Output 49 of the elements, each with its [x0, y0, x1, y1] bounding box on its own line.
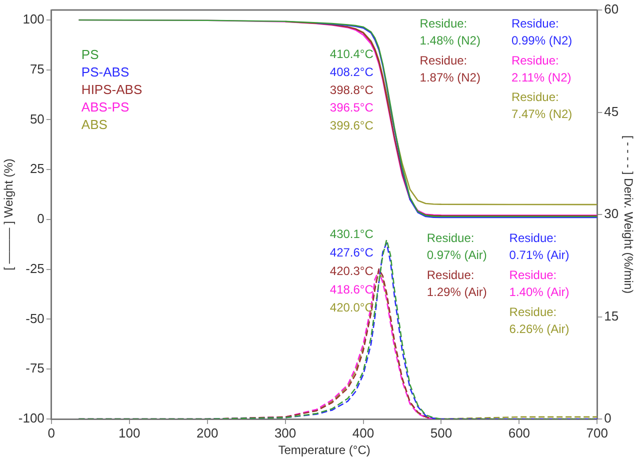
annotation: 418.6°C: [330, 282, 374, 296]
text: ABS: [81, 116, 108, 132]
annotation: 396.5°C: [330, 100, 374, 115]
y-tick-label: -25: [26, 260, 44, 276]
y2-tick-label: 15: [604, 308, 619, 324]
y-tick-label: 75: [30, 61, 44, 76]
x-tick-label: 400: [352, 425, 374, 440]
y-tick-label: -50: [26, 310, 44, 326]
x-axis-title: Temperature (°C): [278, 443, 370, 458]
x-tick-label: 600: [508, 425, 530, 440]
y-tick-label: 100: [22, 12, 44, 27]
text: HIPS-ABS: [81, 82, 142, 97]
annotation: Residue: 1.40% (Air): [509, 268, 570, 300]
annotation: 430.1°C: [330, 227, 374, 242]
annotation: Residue: 0.97% (Air): [426, 231, 487, 262]
x-tick-label: 100: [118, 425, 140, 440]
y-tick-label: 0: [37, 211, 44, 226]
annotation: Residue: 1.48% (N2): [420, 16, 480, 48]
text: PS-ABS: [81, 64, 130, 80]
annotation: Residue: 1.87% (N2): [420, 53, 480, 84]
y-tick-label: 25: [30, 161, 44, 176]
annotation: Residue: 0.99% (N2): [511, 16, 572, 48]
annotation: 410.4°C: [330, 47, 374, 62]
y2-tick-label: 0: [604, 410, 612, 426]
text: PS: [81, 46, 100, 62]
annotation: Residue: 1.29% (Air): [426, 268, 487, 300]
annotation: 399.6°C: [330, 118, 374, 132]
y2-axis-title: [ - - - - ] Deriv. Weight (%/min): [621, 135, 636, 294]
y2-tick-label: 45: [604, 104, 619, 119]
annotation: Residue: 0.71% (Air): [509, 231, 570, 262]
y2-tick-label: 30: [604, 206, 619, 222]
y2-tick-label: 60: [604, 2, 619, 17]
x-tick-label: 200: [196, 425, 218, 440]
y-tick-label: 50: [30, 111, 44, 126]
y-tick-label: -100: [18, 410, 44, 426]
x-tick-label: 500: [430, 425, 452, 440]
annotation: Residue: 7.47% (N2): [511, 90, 572, 122]
annotation: Residue: 2.11% (N2): [511, 53, 572, 84]
annotation: Residue: 6.26% (Air): [509, 304, 570, 336]
x-tick-label: 700: [586, 425, 608, 440]
x-tick-label: 300: [274, 425, 296, 440]
y-axis-title: [ ——— ] Weight (%): [2, 158, 16, 270]
x-tick-label: 0: [48, 425, 56, 440]
text: ABS-PS: [81, 99, 130, 114]
y-tick-label: -75: [26, 360, 44, 376]
annotation: 398.8°C: [330, 82, 374, 97]
annotation: 427.6°C: [330, 246, 374, 260]
annotation: 408.2°C: [330, 64, 374, 79]
annotation: 420.3°C: [330, 264, 374, 278]
